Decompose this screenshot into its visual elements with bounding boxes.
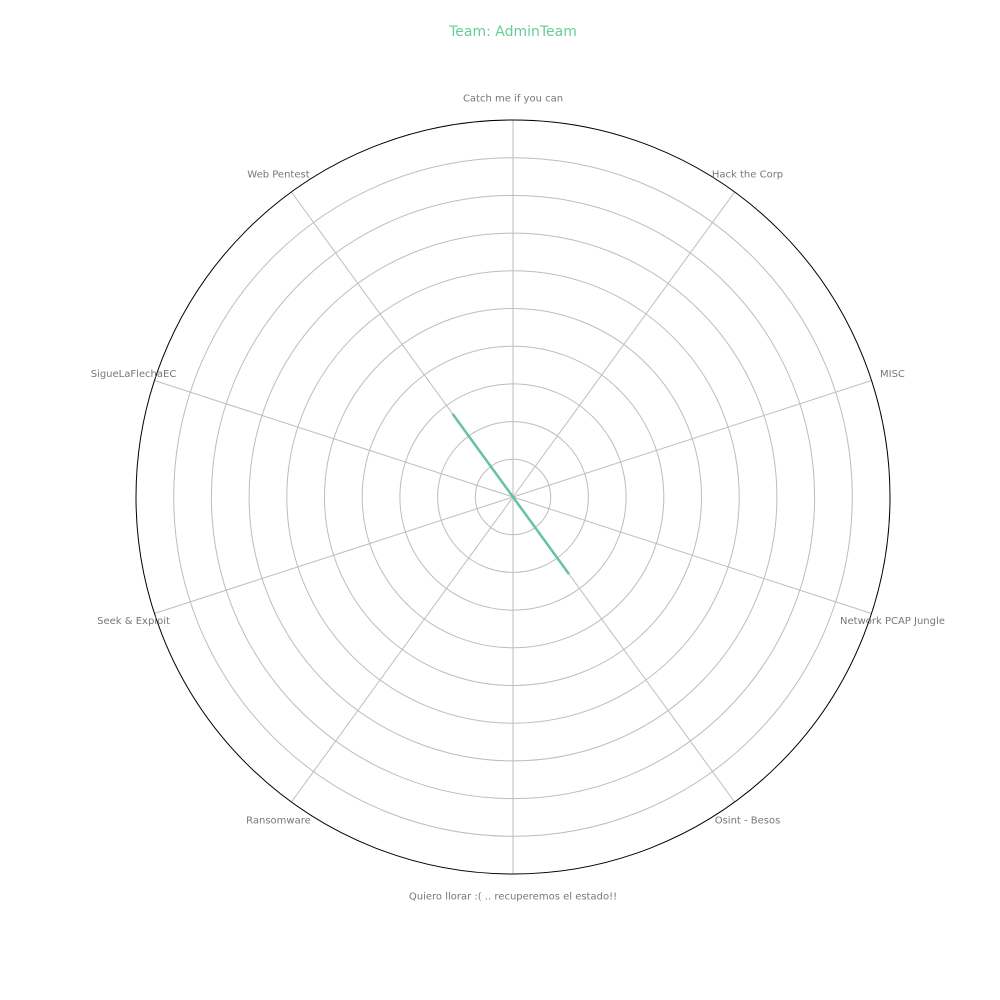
chart-title: Team: AdminTeam [448, 24, 577, 40]
category-label: Catch me if you can [463, 94, 563, 105]
category-label: MISC [880, 369, 905, 380]
category-label: Network PCAP Jungle [840, 616, 945, 627]
axis-spoke [512, 191, 735, 498]
axis-spoke [154, 496, 514, 614]
category-label: Quiero llorar :( .. recuperemos el estad… [409, 892, 617, 903]
category-label: SigueLaFlechaEC [91, 369, 177, 380]
category-label: Ransomware [246, 815, 311, 826]
category-label: Hack the Corp [712, 170, 783, 181]
spoke-layer [154, 120, 872, 874]
category-label: Seek & Exploit [97, 616, 170, 627]
category-labels: Catch me if you can Hack the Corp MISC Netw… [91, 94, 945, 903]
series-line [451, 413, 570, 575]
category-label: Osint - Besos [715, 815, 781, 826]
axis-spoke [512, 496, 872, 614]
frame-layer [135, 119, 891, 875]
axis-spoke [291, 496, 514, 803]
outer-frame [135, 119, 891, 875]
category-label: Web Pentest [247, 170, 309, 181]
series-layer [451, 413, 570, 575]
axis-spoke [154, 380, 514, 498]
axis-spoke [512, 380, 872, 498]
